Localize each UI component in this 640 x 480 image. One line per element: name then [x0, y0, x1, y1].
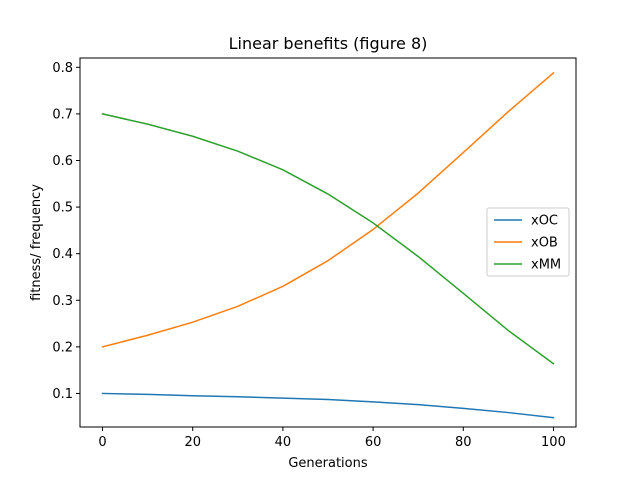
- chart-title: Linear benefits (figure 8): [229, 34, 428, 53]
- plot-frame: [79, 57, 577, 428]
- y-tick-label: 0.1: [52, 387, 73, 402]
- y-tick-label: 0.4: [52, 247, 73, 262]
- legend-label-xoc: xOC: [531, 214, 558, 229]
- x-tick-label: 80: [455, 435, 472, 450]
- y-tick-label: 0.8: [52, 61, 73, 76]
- y-axis-ticks: 0.1 0.2 0.3 0.4 0.5 0.6 0.7 0.8: [52, 61, 80, 402]
- legend-label-xmm: xMM: [531, 258, 561, 273]
- y-tick-label: 0.2: [52, 340, 73, 355]
- y-axis-label: fitness/ frequency: [29, 184, 44, 301]
- legend-box: [486, 207, 570, 277]
- y-tick-label: 0.6: [52, 154, 73, 169]
- x-tick-label: 20: [184, 435, 201, 450]
- y-tick-label: 0.7: [52, 107, 73, 122]
- series-line-xmm: [101, 113, 555, 365]
- y-tick-label: 0.3: [52, 294, 73, 309]
- x-tick-label: 60: [365, 435, 382, 450]
- series-line-xoc: [101, 392, 555, 419]
- legend-label-xob: xOB: [531, 236, 558, 251]
- legend: xOC xOB xMM: [486, 207, 570, 277]
- series-lines: [101, 71, 555, 419]
- series-line-xob: [101, 71, 555, 348]
- x-axis-ticks: 0 20 40 60 80 100: [98, 427, 566, 450]
- legend-items: xOC xOB xMM: [494, 214, 561, 273]
- x-axis-label: Generations: [288, 456, 368, 471]
- x-tick-label: 0: [98, 435, 106, 450]
- y-tick-label: 0.5: [52, 201, 73, 216]
- x-tick-label: 40: [275, 435, 292, 450]
- x-tick-label: 100: [541, 435, 566, 450]
